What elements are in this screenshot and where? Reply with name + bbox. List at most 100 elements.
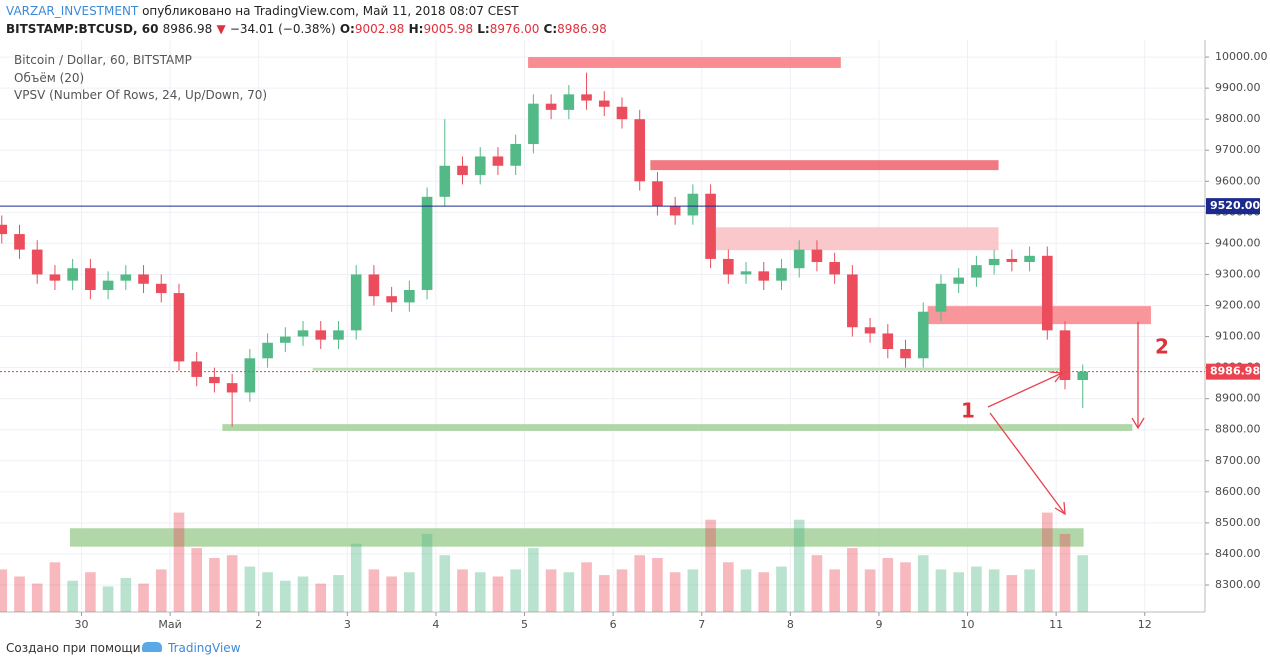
- price-label-bg: [1206, 198, 1260, 215]
- volume-bar: [935, 569, 947, 612]
- candle-body: [935, 283, 947, 312]
- author[interactable]: VARZAR_INVESTMENT: [6, 4, 139, 18]
- level-zone: [312, 367, 1071, 371]
- volume-bar: [226, 555, 238, 612]
- annotation-arrows: [987, 322, 1145, 516]
- candle-body: [776, 268, 787, 281]
- candle-body: [705, 193, 716, 259]
- volume-bar: [1059, 533, 1071, 612]
- volume-bar: [971, 566, 982, 612]
- brand-name: TradingView: [168, 641, 241, 655]
- candle-body: [404, 289, 415, 303]
- footer-brand[interactable]: TradingView: [142, 641, 241, 655]
- change-arrow: ▼: [216, 22, 226, 36]
- candle-body: [988, 258, 1000, 266]
- x-tick-label: 4: [432, 618, 439, 631]
- publish-line: VARZAR_INVESTMENT опубликовано на Tradin…: [6, 4, 519, 18]
- candle-body: [581, 94, 592, 101]
- ohlc-label: H:: [408, 22, 424, 36]
- candle-body: [829, 262, 840, 275]
- ohlc-value: 9005.98: [423, 22, 474, 36]
- candle-body: [1041, 255, 1053, 331]
- candle-body: [723, 258, 734, 275]
- y-tick-label: 9800.00: [1215, 112, 1261, 125]
- volume-bar: [368, 569, 380, 612]
- candle-body: [793, 249, 805, 269]
- volume-bar: [49, 562, 61, 612]
- candle-body: [900, 348, 911, 359]
- volume-bar: [811, 555, 823, 612]
- x-tick-label: 2: [255, 618, 262, 631]
- x-tick-label: 12: [1138, 618, 1152, 631]
- candle-body: [386, 296, 397, 303]
- candle-body: [847, 274, 858, 328]
- candle-body: [297, 330, 309, 337]
- candle-body: [31, 249, 43, 275]
- candle-body: [634, 119, 646, 182]
- volume-bar: [173, 512, 185, 612]
- candle-body: [209, 376, 220, 384]
- volume-bar: [917, 555, 929, 612]
- volume-bar: [1024, 569, 1035, 612]
- candle-body: [528, 103, 539, 145]
- volume-bar: [723, 562, 734, 612]
- symbol-line: BITSTAMP:BTCUSD, 60 8986.98 ▼ −34.01 (−0…: [6, 22, 607, 36]
- legend-item: VPSV (Number Of Rows, 24, Up/Down, 70): [14, 88, 268, 102]
- level-zone: [715, 227, 999, 251]
- volume-bar: [900, 562, 911, 612]
- x-tick-label: 3: [344, 618, 351, 631]
- candle-body: [138, 274, 149, 284]
- y-tick-label: 8600.00: [1215, 485, 1261, 498]
- volume-bar: [616, 569, 628, 612]
- candle-body: [616, 106, 628, 120]
- ohlc-label: L:: [477, 22, 490, 36]
- level-zone: [222, 424, 1133, 431]
- ohlc-value: 8986.98: [557, 22, 607, 36]
- candle-body: [811, 249, 823, 263]
- x-tick-label: 6: [610, 618, 617, 631]
- plot-area: [0, 40, 1205, 612]
- volume-bar: [1077, 555, 1089, 612]
- volume-bar: [14, 576, 25, 612]
- volume-bar: [457, 569, 468, 612]
- candle-body: [67, 268, 78, 281]
- x-tick-label: 8: [787, 618, 794, 631]
- candle-body: [155, 283, 167, 294]
- volume-bar: [793, 519, 805, 612]
- candle-body: [120, 274, 132, 281]
- volume-bar: [953, 572, 964, 612]
- arrow-head: [1131, 417, 1145, 430]
- volume-bar: [67, 580, 78, 612]
- volume-bar: [31, 583, 43, 612]
- ohlc-label: O:: [339, 22, 355, 36]
- volume-bar: [492, 576, 504, 612]
- candle-body: [882, 333, 894, 349]
- volume-bar: [279, 580, 291, 612]
- legend-item: Объём (20): [14, 71, 85, 85]
- candle-body: [350, 274, 362, 331]
- candle-body: [368, 274, 380, 297]
- candle-body: [191, 361, 203, 377]
- price-label-bg: [1206, 363, 1260, 380]
- candle-body: [226, 383, 238, 393]
- candle-body: [173, 293, 185, 362]
- volume-bar: [333, 575, 344, 612]
- candle-body: [598, 100, 610, 107]
- volume-bar: [652, 558, 663, 612]
- candle-body: [1059, 330, 1071, 381]
- y-tick-label: 8500.00: [1215, 516, 1261, 529]
- volume-bar: [847, 548, 858, 612]
- candle-body: [14, 234, 25, 250]
- last-price: 8986.98: [162, 22, 213, 36]
- y-tick-label: 8400.00: [1215, 547, 1261, 560]
- candle-body: [439, 165, 451, 197]
- arrow: [987, 372, 1063, 408]
- candle-body: [545, 103, 557, 110]
- annotation: 1: [961, 399, 975, 423]
- candle-body: [85, 268, 96, 290]
- ohlc-label: C:: [543, 22, 558, 36]
- volume-bar: [386, 576, 397, 612]
